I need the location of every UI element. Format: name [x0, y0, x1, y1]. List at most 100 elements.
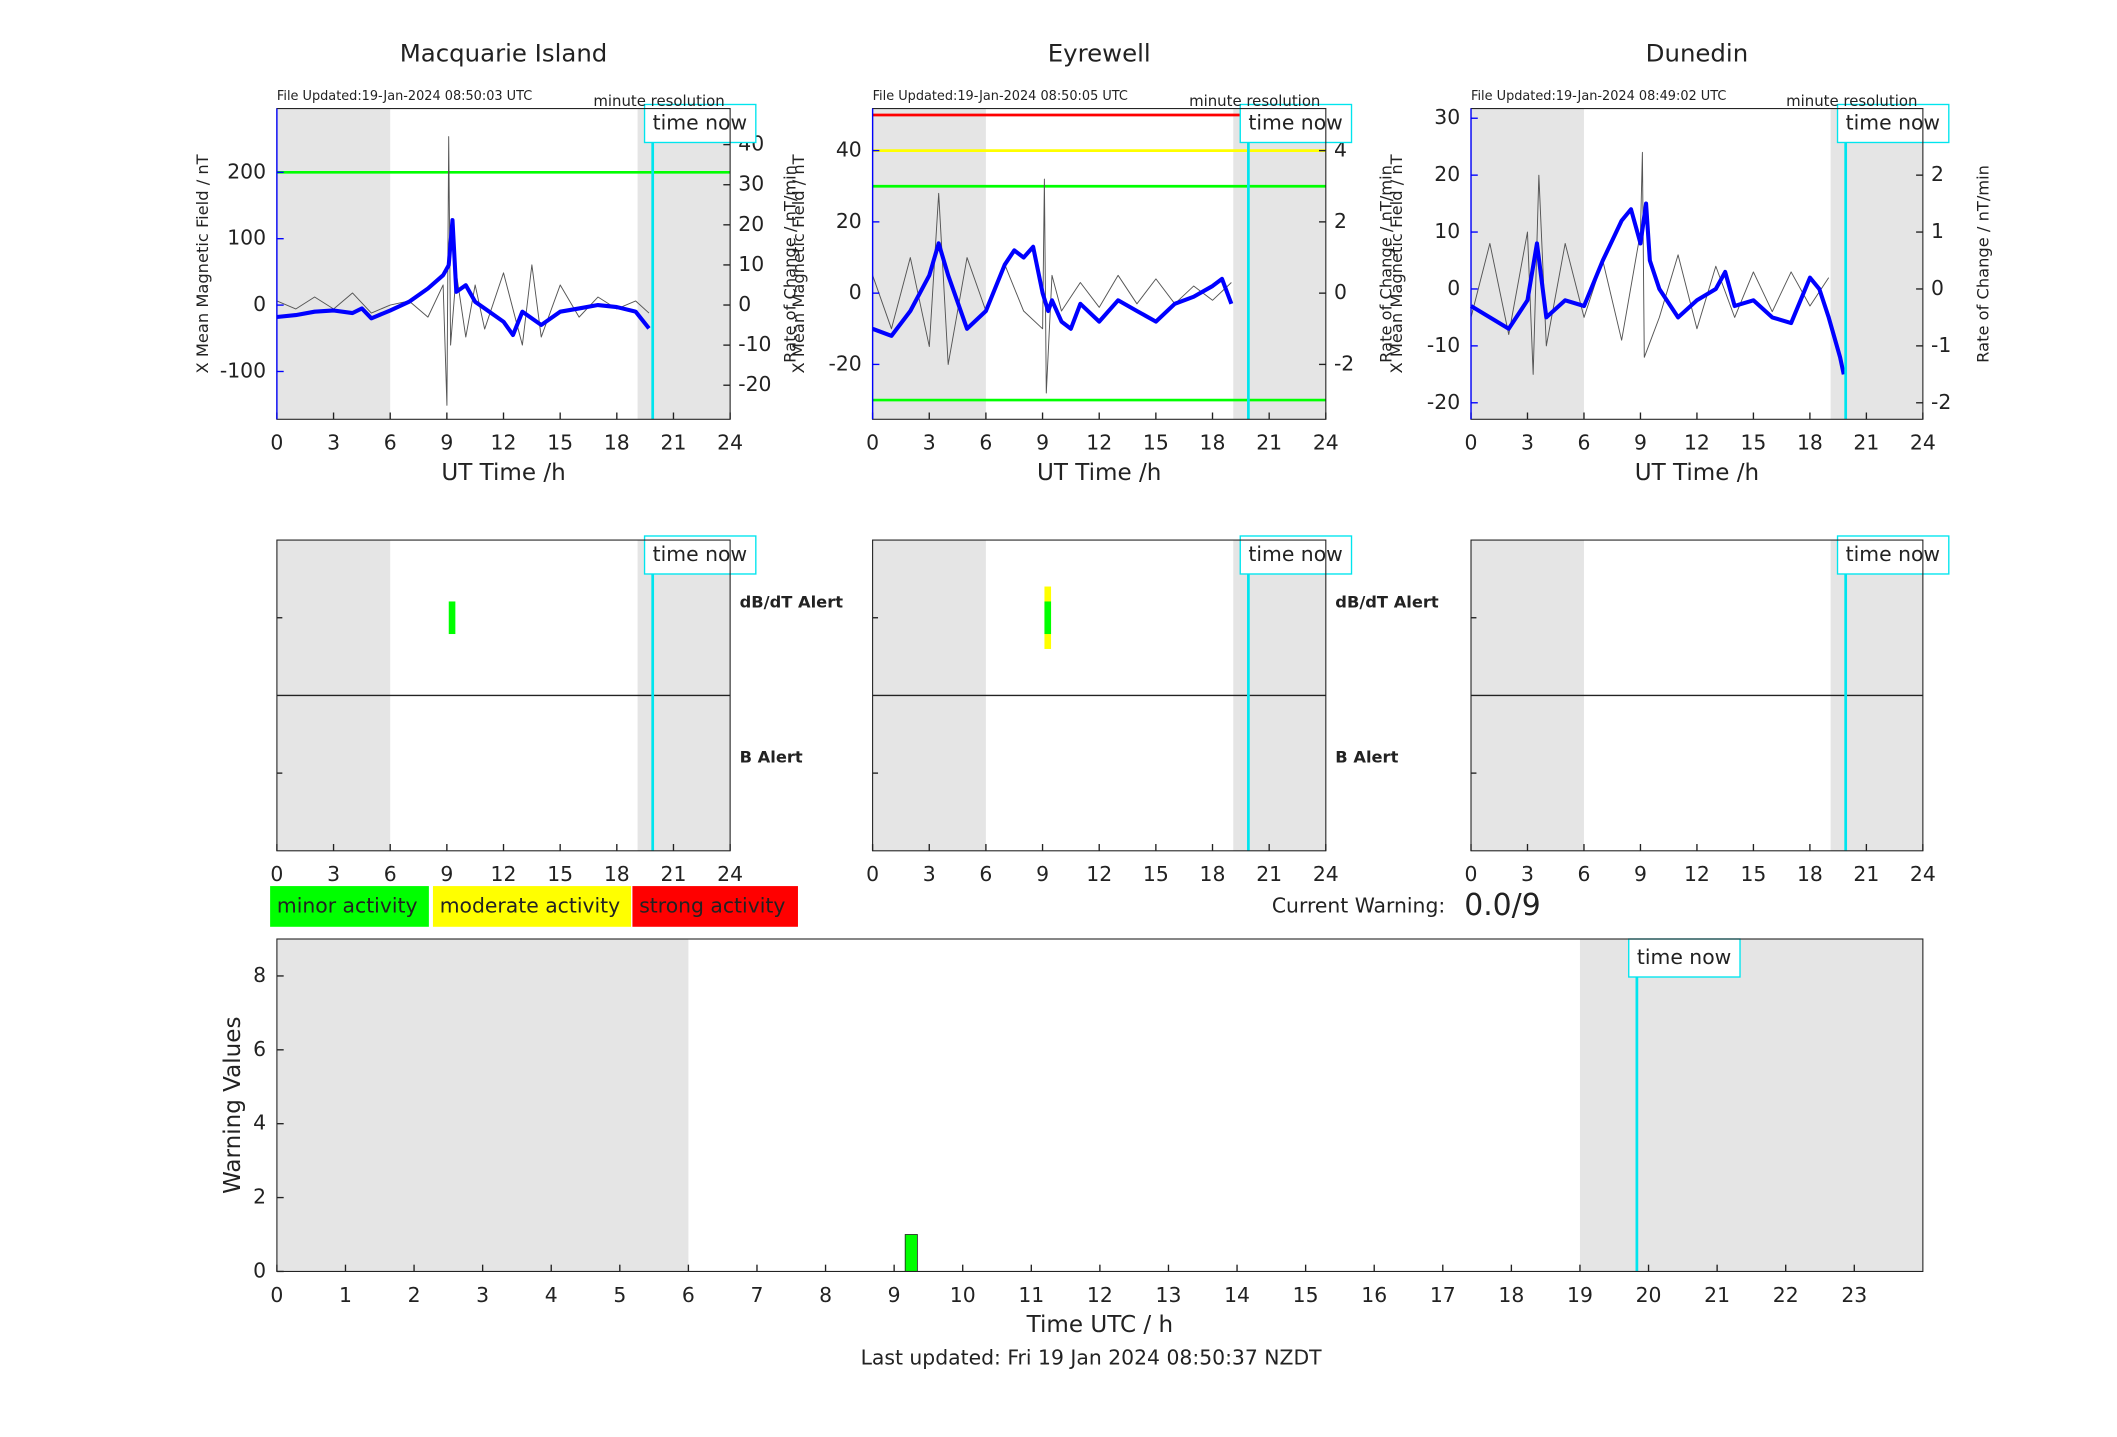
time-now-box — [643, 535, 757, 575]
x-tick-label: 4 — [545, 1283, 558, 1307]
x-tick-label: 6 — [1577, 862, 1590, 886]
alert-event — [1044, 601, 1052, 635]
x-tick-label: 0 — [1465, 431, 1478, 455]
x-axis-label: Time UTC / h — [1026, 1312, 1173, 1338]
alert-event — [448, 601, 456, 635]
x-tick-label: 16 — [1361, 1283, 1387, 1307]
legend-label: strong activity — [639, 893, 785, 917]
x-tick-label: 18 — [1797, 862, 1823, 886]
x-tick-label: 15 — [547, 431, 573, 455]
x-tick-label: 0 — [270, 862, 283, 886]
y-tick-label: 40 — [836, 138, 862, 162]
time-now-box — [1239, 103, 1353, 144]
legend-swatch — [432, 886, 632, 927]
legend-label: moderate activity — [440, 893, 620, 917]
x-tick-label: 1 — [339, 1283, 352, 1307]
y-tick-label: 4 — [253, 1111, 266, 1135]
x-tick-label: 21 — [1256, 862, 1282, 886]
time-now-box — [1836, 103, 1950, 144]
time-now-label: time now — [1846, 542, 1940, 566]
rate-line — [276, 136, 650, 406]
y2-tick-label: 10 — [738, 252, 764, 276]
time-now-box — [1628, 938, 1741, 978]
x-tick-label: 7 — [751, 1283, 764, 1307]
x-tick-label: 9 — [1036, 862, 1049, 886]
y-tick-label: 0 — [253, 292, 266, 316]
x-tick-label: 6 — [682, 1283, 695, 1307]
y-tick-label: 6 — [253, 1037, 266, 1061]
y2-axis-label: Rate of Change / nT/min — [1973, 165, 1992, 363]
y-tick-label: 20 — [836, 209, 862, 233]
alert-label: B Alert — [740, 748, 803, 767]
x-tick-label: 20 — [1636, 1283, 1662, 1307]
axes-box — [872, 539, 1327, 852]
time-now-label: time now — [1846, 110, 1940, 134]
time-now-label: time now — [1248, 110, 1342, 134]
y2-tick-label: -2 — [1334, 351, 1354, 375]
x-tick-label: 21 — [1704, 1283, 1730, 1307]
x-tick-label: 13 — [1156, 1283, 1182, 1307]
x-tick-label: 0 — [270, 431, 283, 455]
resolution-note: minute resolution — [1786, 92, 1917, 110]
x-tick-label: 3 — [1521, 862, 1534, 886]
x-tick-label: 2 — [408, 1283, 421, 1307]
x-tick-label: 6 — [979, 862, 992, 886]
x-tick-label: 21 — [1853, 431, 1879, 455]
x-tick-label: 12 — [1684, 862, 1710, 886]
x-tick-label: 6 — [384, 431, 397, 455]
footer: Last updated: Fri 19 Jan 2024 08:50:37 N… — [861, 1345, 1323, 1369]
x-tick-label: 17 — [1430, 1283, 1456, 1307]
rate-line — [872, 178, 1232, 394]
file-updated: File Updated:19-Jan-2024 08:50:03 UTC — [277, 89, 532, 104]
x-tick-label: 6 — [384, 862, 397, 886]
current-warning-value: 0.0/9 — [1464, 888, 1541, 923]
axes-box — [1470, 539, 1924, 852]
x-tick-label: 0 — [866, 862, 879, 886]
alert-label: dB/dT Alert — [740, 592, 844, 611]
file-updated: File Updated:19-Jan-2024 08:49:02 UTC — [1471, 89, 1726, 104]
x-tick-label: 15 — [1740, 431, 1766, 455]
x-tick-label: 23 — [1841, 1283, 1867, 1307]
y2-tick-label: 0 — [738, 292, 751, 316]
y-tick-label: 0 — [1447, 276, 1460, 300]
x-tick-label: 9 — [1634, 862, 1647, 886]
y-tick-label: 0 — [849, 280, 862, 304]
x-tick-label: 3 — [476, 1283, 489, 1307]
x-tick-label: 24 — [1313, 862, 1339, 886]
x-tick-label: 15 — [547, 862, 573, 886]
y2-tick-label: 0 — [1334, 280, 1347, 304]
y-tick-label: 30 — [1434, 105, 1460, 129]
x-tick-label: 3 — [1521, 431, 1534, 455]
x-tick-label: 0 — [866, 431, 879, 455]
y2-tick-label: 1 — [1931, 219, 1944, 243]
alert-label: dB/dT Alert — [1335, 592, 1439, 611]
y-tick-label: 0 — [253, 1258, 266, 1282]
x-tick-label: 12 — [1684, 431, 1710, 455]
night-shading — [1579, 939, 1923, 1272]
y-tick-label: -20 — [829, 351, 862, 375]
night-shading — [872, 108, 986, 420]
warning-bar — [904, 1234, 918, 1272]
x-tick-label: 12 — [1086, 862, 1112, 886]
y2-tick-label: 20 — [738, 212, 764, 236]
chart-title: Eyrewell — [1048, 38, 1151, 67]
x-tick-label: 3 — [327, 862, 340, 886]
x-tick-label: 12 — [491, 862, 517, 886]
x-tick-label: 9 — [1036, 431, 1049, 455]
alert-label: B Alert — [1335, 748, 1398, 767]
x-tick-label: 21 — [1853, 862, 1879, 886]
time-now-box — [1836, 535, 1950, 575]
x-tick-label: 19 — [1567, 1283, 1593, 1307]
x-axis-label: UT Time /h — [1037, 460, 1161, 486]
x-tick-label: 24 — [717, 862, 743, 886]
x-tick-label: 8 — [819, 1283, 832, 1307]
resolution-note: minute resolution — [593, 92, 724, 110]
y2-axis-label: Rate of Change / nT/min — [1376, 165, 1395, 363]
y-tick-label: 10 — [1434, 219, 1460, 243]
chart-title: Dunedin — [1646, 38, 1749, 67]
x-tick-label: 9 — [1634, 431, 1647, 455]
x-tick-label: 6 — [979, 431, 992, 455]
y-tick-label: -100 — [220, 358, 266, 382]
